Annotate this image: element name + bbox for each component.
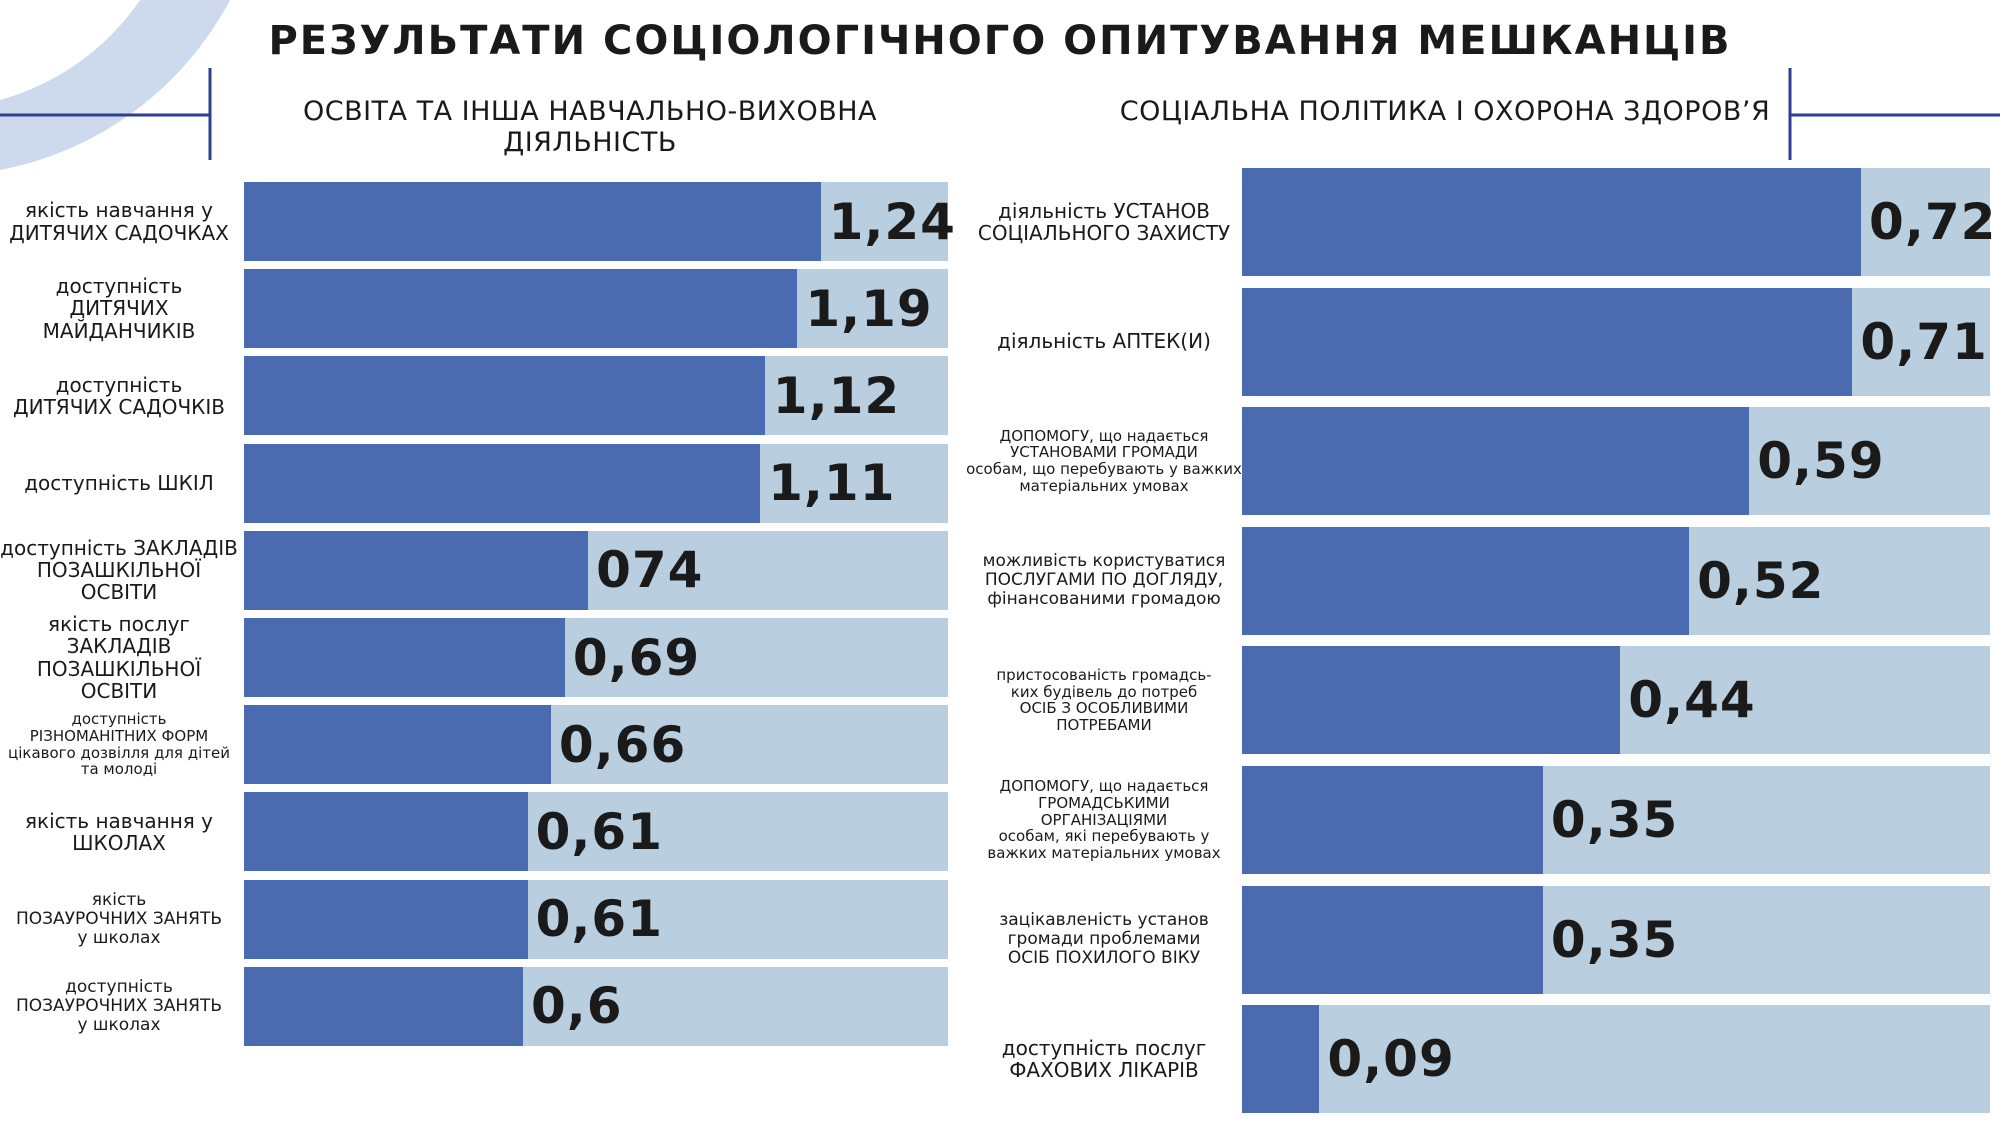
category-label: якість навчання у ШКОЛАХ [24,808,214,855]
value-label: 0,44 [1628,671,1756,730]
category-label: доступність послуг ФАХОВИХ ЛІКАРІВ [1001,1035,1207,1083]
bar [1242,526,1690,635]
bar [244,705,551,785]
bar [244,530,589,610]
category-label: ДОПОМОГУ, що надається УСТАНОВАМИ ГРОМАД… [966,426,1242,495]
value-label: 0,35 [1550,791,1679,849]
category-label: доступність ДИТЯЧИХ САДОЧКІВ [13,372,225,419]
value-label: 0,71 [1860,312,1988,371]
value-label: 0,61 [535,802,664,861]
category-label: можливість користуватися ПОСЛУГАМИ ПО ДО… [982,551,1226,610]
page-title: РЕЗУЛЬТАТИ СОЦІОЛОГІЧНОГО ОПИТУВАННЯ МЕШ… [268,18,1732,64]
value-label: 0,09 [1327,1030,1455,1089]
category-label: якість ПОЗАУРОЧНИХ ЗАНЯТЬ у школах [15,889,223,948]
category-label: доступність ЗАКЛАДІВ ПОЗАШКІЛЬНОЇ ОСВІТИ [0,535,238,605]
value-label: 0,59 [1757,432,1885,491]
bar [244,792,528,872]
value-label: 0,69 [572,628,701,687]
category-label: доступність ШКІЛ [24,470,214,495]
decoration [0,0,2000,170]
bar [1242,646,1621,755]
value-label: 1,19 [805,279,933,338]
category-label: якість послуг ЗАКЛАДІВ ПОЗАШКІЛЬНОЇ ОСВІ… [36,611,202,703]
bar [244,182,821,261]
value-label: 0,61 [535,890,664,949]
category-label: якість навчання у ДИТЯЧИХ САДОЧКАХ [9,198,229,245]
bar [1242,287,1853,396]
category-label: діяльність УСТАНОВ СОЦІАЛЬНОГО ЗАХИСТУ [977,198,1231,245]
bar [1242,407,1750,516]
category-label: діяльність АПТЕК(И) [997,329,1211,354]
bar-track [1242,1005,1990,1114]
bar [244,966,523,1046]
category-label: доступність ДИТЯЧИХ МАЙДАНЧИКІВ [42,274,196,343]
bar [1242,1005,1320,1114]
bar [244,356,765,436]
value-label: 0,72 [1869,193,1997,251]
category-label: зацікавленість установ громади проблемам… [999,910,1209,969]
bar [244,618,565,697]
bar [1242,885,1543,994]
category-label: пристосованість громадсь- ких будівель д… [996,665,1212,735]
value-label: 1,24 [828,192,956,251]
bar [244,269,798,349]
category-label: доступність ПОЗАУРОЧНИХ ЗАНЯТЬ у школах [15,976,223,1035]
value-label: 074 [596,541,704,600]
value-label: 1,11 [768,454,896,513]
value-label: 0,52 [1697,551,1825,610]
bar [244,879,528,959]
bar [244,443,761,523]
value-label: 0,35 [1550,910,1679,969]
value-label: 1,12 [772,366,901,425]
bar [1242,168,1862,276]
category-label: ДОПОМОГУ, що надається ГРОМАДСЬКИМИ ОРГА… [987,777,1221,863]
chart-subtitle: СОЦІАЛЬНА ПОЛІТИКА І ОХОРОНА ЗДОРОВ’Я [1119,96,1771,127]
chart-subtitle: ОСВІТА ТА ІНША НАВЧАЛЬНО-ВИХОВНА ДІЯЛЬНІ… [302,96,878,158]
value-label: 0,66 [558,715,687,774]
bar [1242,766,1543,874]
category-label: доступність РІЗНОМАНІТНИХ ФОРМ цікавого … [8,710,230,779]
value-label: 0,6 [530,977,623,1036]
